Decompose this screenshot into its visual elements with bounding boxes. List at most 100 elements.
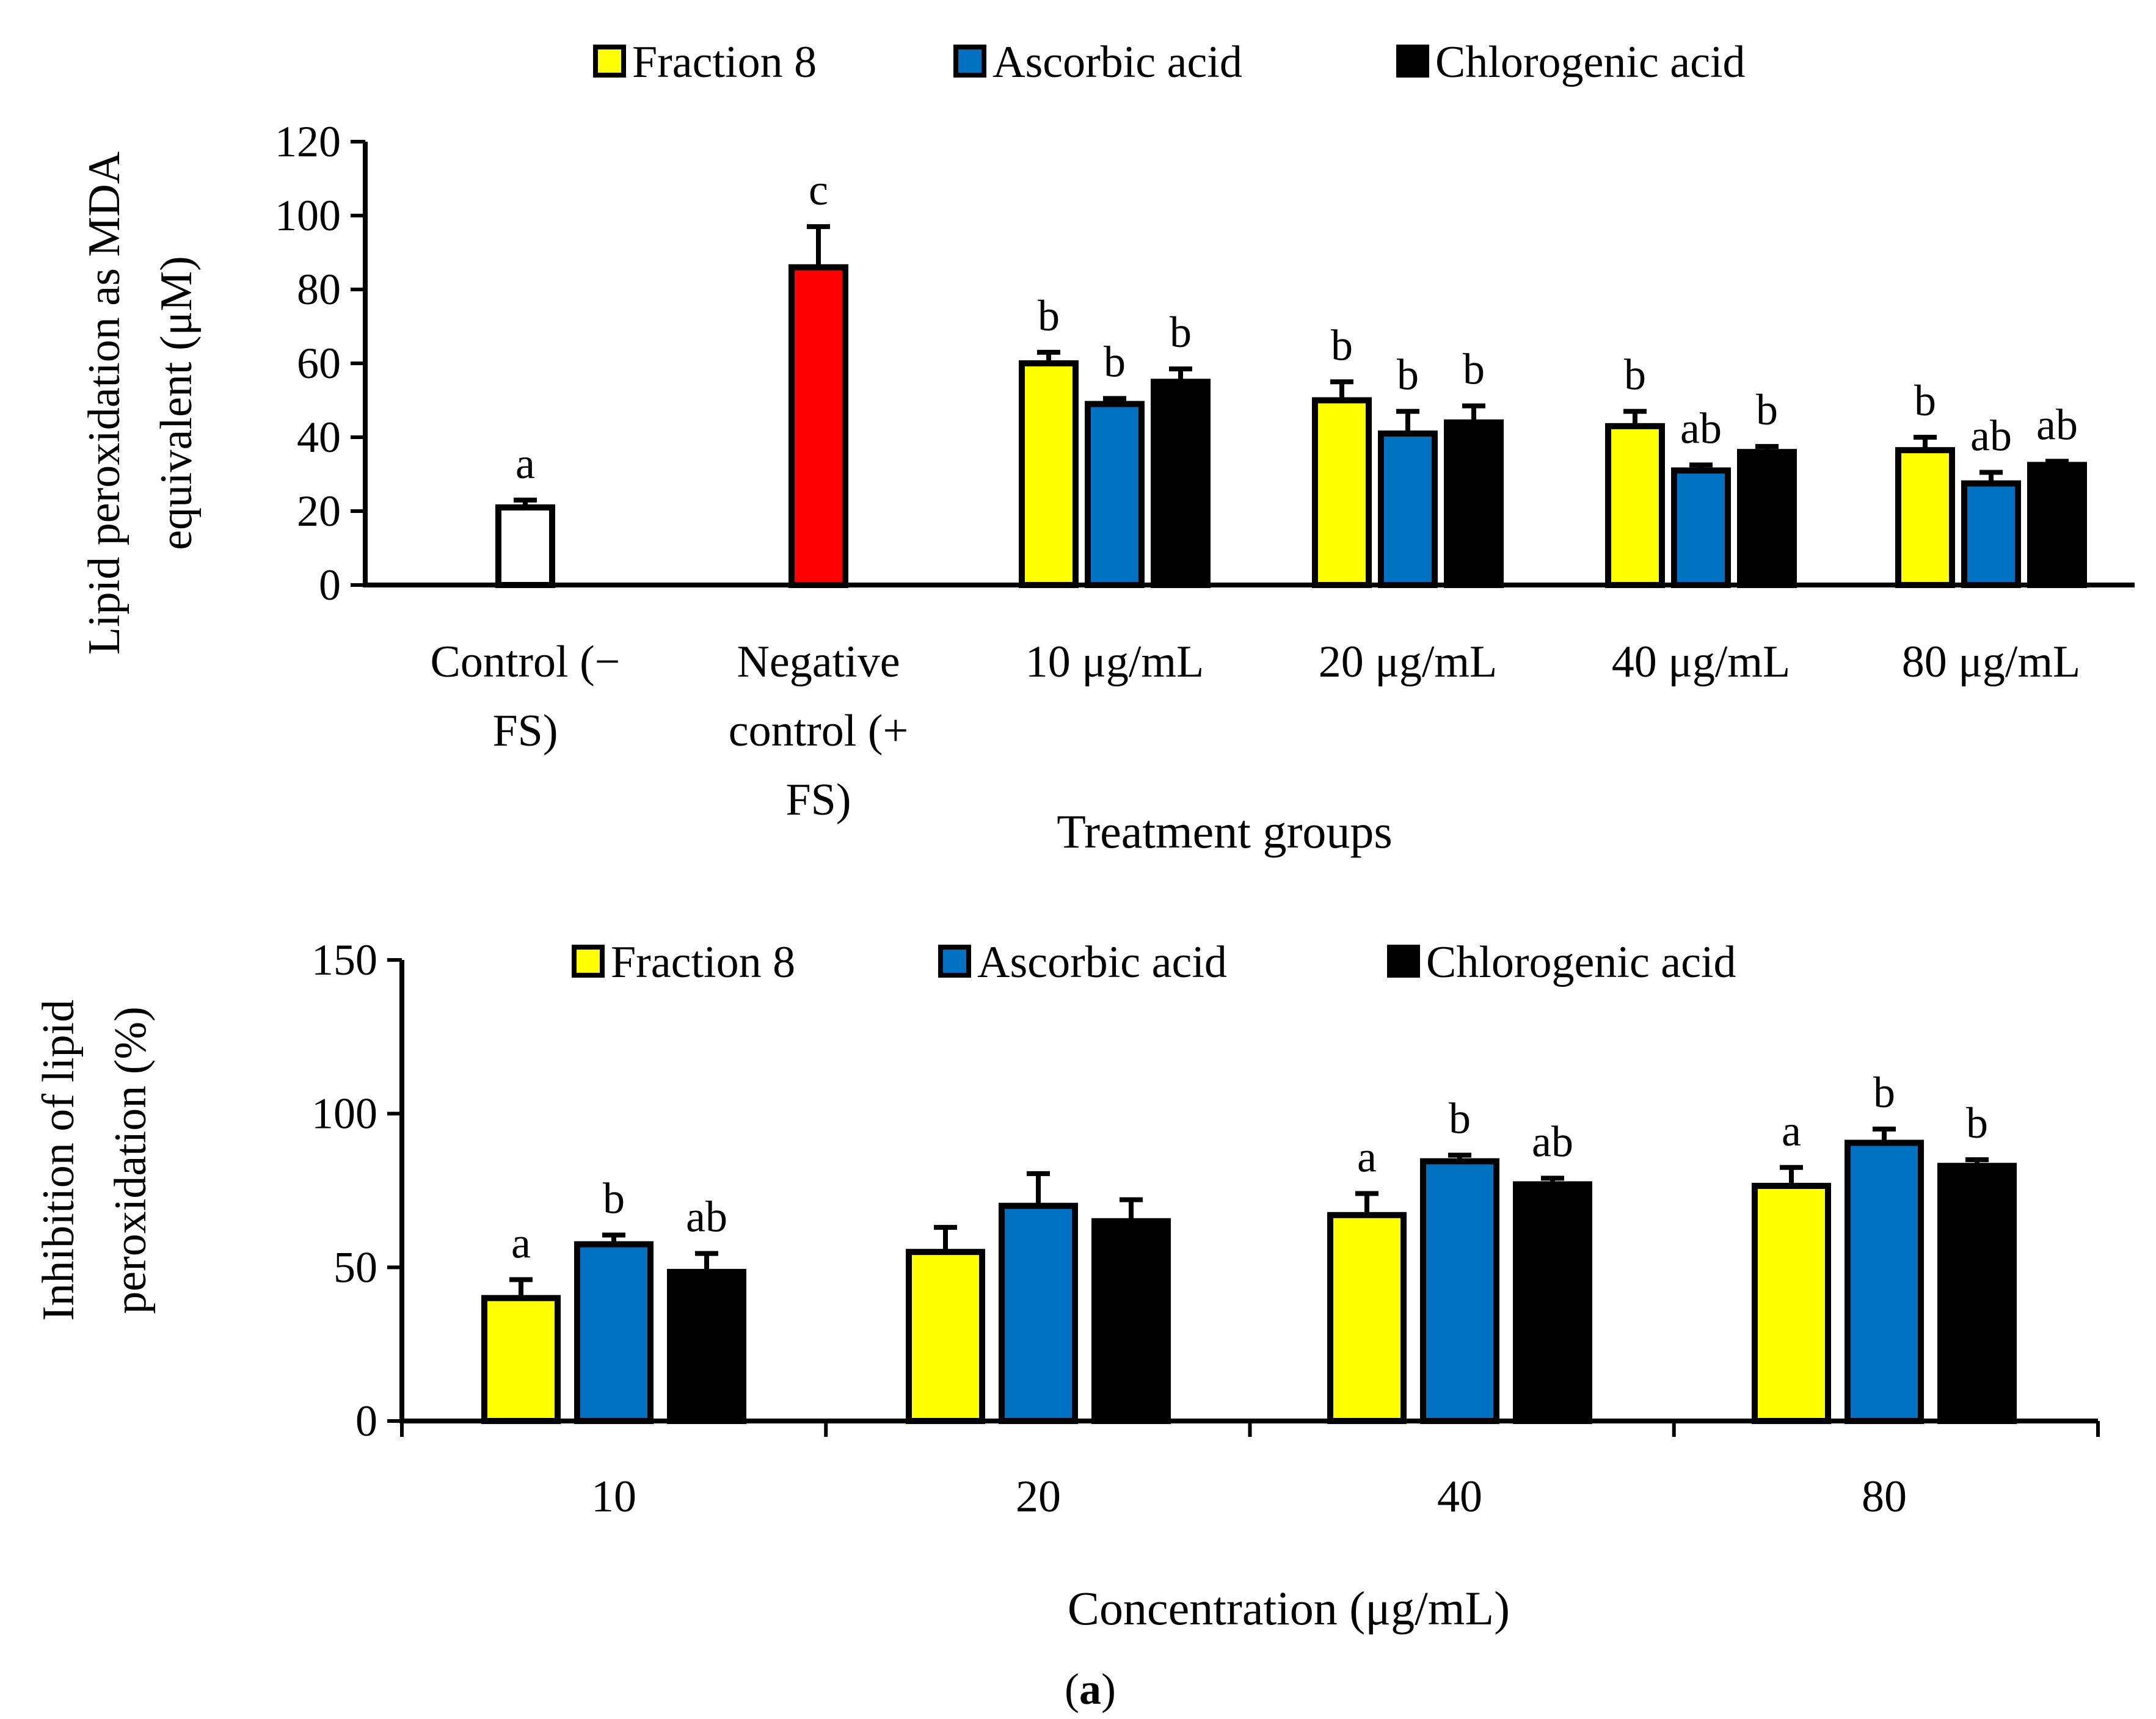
sig-label-chlorogenic-acid-3: b — [1463, 345, 1485, 394]
panel-label-letter: a — [1079, 1665, 1101, 1714]
bar-chlorogenic-acid-1 — [1091, 1218, 1171, 1425]
bar-ascorbic-acid-3 — [1845, 1139, 1924, 1424]
sig-label-ascorbic-acid-4: ab — [1680, 404, 1722, 452]
bar-chlorogenic-acid-2 — [1151, 379, 1211, 588]
legend-label-fraction-8: Fraction 8 — [632, 37, 817, 87]
bar-fraction-8-1 — [906, 1249, 985, 1425]
y-tick-label: 20 — [297, 487, 341, 536]
x-tick-label: Control (− — [431, 637, 621, 687]
bar-chlorogenic-acid-3 — [1937, 1163, 2017, 1424]
sig-label-fraction-8-4: b — [1624, 351, 1646, 399]
legend-label-ascorbic-acid: Ascorbic acid — [992, 37, 1242, 87]
bar-fraction-8-4 — [1605, 423, 1665, 588]
sig-label-fraction-8-0: a — [511, 1218, 531, 1267]
sig-label-chlorogenic-acid-4: b — [1756, 385, 1778, 434]
x-tick-label: 20 μg/mL — [1319, 637, 1498, 687]
sig-label-ascorbic-acid-3: b — [1873, 1068, 1895, 1117]
sig-label-ascorbic-acid-0: b — [603, 1174, 625, 1223]
sig-label-fraction-8-5: b — [1914, 376, 1936, 425]
legend-label-fraction-8: Fraction 8 — [611, 937, 795, 987]
x-tick-label: 40 μg/mL — [1612, 637, 1791, 687]
sig-label-fraction-8-3: b — [1331, 321, 1353, 369]
chart-top: 0 20 40 60 80 100 120 a Control (− FS) c Negative co… — [79, 37, 2135, 858]
sig-label-fraction-8-2: a — [1357, 1133, 1377, 1182]
sig-label-chlorogenic-acid-0: ab — [686, 1193, 727, 1241]
legend: Fraction 8 Ascorbic acid Chlorogenic acid — [572, 937, 1736, 987]
y-tick-label: 100 — [311, 1089, 377, 1138]
bar-chlorogenic-acid-0 — [667, 1268, 746, 1424]
y-tick-label: 60 — [297, 339, 341, 388]
x-tick-label: 80 — [1862, 1472, 1907, 1522]
bar-ascorbic-acid-5 — [1961, 480, 2021, 588]
y-axis-title: Lipid peroxidation as MDA equivalent (μM) — [79, 151, 202, 655]
bar-fraction-8-3 — [1752, 1182, 1831, 1424]
sig-label-ascorbic-acid-2: b — [1104, 337, 1126, 386]
bar-chlorogenic-acid-3 — [1444, 419, 1504, 588]
bar-chlorogenic-acid-2 — [1513, 1181, 1592, 1425]
x-tick-label: 20 — [1016, 1472, 1061, 1522]
bar-fraction-8-2 — [1019, 360, 1079, 588]
sig-label-ascorbic-acid-3: b — [1397, 351, 1419, 399]
x-tick-label: 40 — [1437, 1472, 1482, 1522]
bar-ascorbic-acid-2 — [1420, 1158, 1499, 1425]
panel-label: (a) — [1065, 1665, 1116, 1714]
legend-swatch-fraction-8 — [593, 45, 626, 78]
bar-control-fs-0 — [495, 504, 555, 589]
y-axis-title-line: Lipid peroxidation as MDA — [79, 151, 129, 655]
panel-label-suffix: ) — [1101, 1665, 1116, 1714]
panel-label-prefix: ( — [1065, 1665, 1079, 1714]
y-tick-label: 80 — [297, 265, 341, 314]
legend: Fraction 8 Ascorbic acid Chlorogenic acid — [593, 37, 1746, 87]
y-tick-label: 100 — [275, 191, 341, 240]
bar-ascorbic-acid-3 — [1378, 430, 1438, 589]
y-tick-label: 40 — [297, 413, 341, 462]
bar-fraction-8-5 — [1895, 447, 1955, 588]
x-tick-label: control (+ — [729, 706, 908, 756]
legend-label-chlorogenic-acid: Chlorogenic acid — [1435, 37, 1746, 87]
sig-label-chlorogenic-acid-3: b — [1966, 1099, 1988, 1147]
x-axis-title: Treatment groups — [1057, 805, 1393, 858]
x-tick-label: 10 — [591, 1472, 636, 1522]
x-axis-title: Concentration (μg/mL) — [1068, 1582, 1510, 1635]
legend-swatch-ascorbic-acid — [938, 945, 971, 978]
bar-fraction-8-0 — [481, 1295, 561, 1425]
legend-swatch-chlorogenic-acid — [1396, 45, 1429, 78]
bar-chlorogenic-acid-4 — [1737, 449, 1797, 589]
bar-ascorbic-acid-0 — [574, 1241, 654, 1425]
y-tick-label: 50 — [333, 1243, 377, 1292]
legend-swatch-ascorbic-acid — [953, 45, 986, 78]
x-tick-label: 10 μg/mL — [1025, 637, 1204, 687]
bar-negative-control-fs-1 — [788, 264, 848, 588]
sig-label-chlorogenic-acid-5: ab — [2036, 400, 2078, 449]
sig-label-ascorbic-acid-2: b — [1449, 1094, 1471, 1143]
y-tick-label: 0 — [355, 1397, 377, 1445]
bar-ascorbic-acid-2 — [1085, 401, 1145, 588]
sig-label-chlorogenic-acid-2: ab — [1532, 1117, 1573, 1166]
legend-label-ascorbic-acid: Ascorbic acid — [977, 937, 1227, 987]
x-tick-label: Negative — [737, 637, 900, 687]
y-axis-title-line: equivalent (μM) — [151, 256, 202, 550]
y-tick-label: 120 — [275, 117, 341, 166]
bar-ascorbic-acid-4 — [1671, 467, 1731, 589]
legend-label-chlorogenic-acid: Chlorogenic acid — [1426, 937, 1736, 987]
x-tick-label: FS) — [493, 706, 558, 756]
bar-chlorogenic-acid-5 — [2027, 462, 2087, 588]
bar-fraction-8-3 — [1312, 397, 1372, 588]
sig-label-negative-control-fs-1: c — [809, 165, 828, 214]
x-tick-label: 80 μg/mL — [1902, 637, 2081, 687]
y-axis-title-line: peroxidation (%) — [106, 1006, 156, 1314]
sig-label-fraction-8-2: b — [1038, 291, 1060, 340]
y-axis-title: Inhibition of lipid peroxidation (%) — [34, 1000, 156, 1321]
x-tick-label: FS) — [786, 775, 851, 825]
y-tick-label: 150 — [311, 936, 377, 984]
sig-label-fraction-8-3: a — [1782, 1107, 1801, 1155]
bar-ascorbic-acid-1 — [999, 1202, 1078, 1424]
sig-label-control-fs-0: a — [515, 439, 535, 488]
legend-swatch-fraction-8 — [572, 945, 605, 978]
sig-label-ascorbic-acid-5: ab — [1970, 411, 2012, 460]
sig-label-chlorogenic-acid-2: b — [1170, 308, 1192, 357]
legend-swatch-chlorogenic-acid — [1387, 945, 1420, 978]
